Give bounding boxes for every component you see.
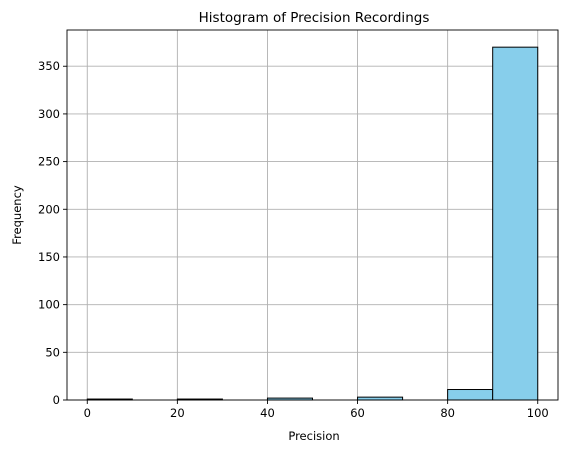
chart-title: Histogram of Precision Recordings	[199, 10, 430, 26]
grid-lines	[67, 30, 558, 401]
histogram-bar	[447, 389, 494, 401]
y-tick-label: 150	[38, 250, 60, 264]
y-axis-label: Frequency	[10, 185, 24, 245]
x-tick-label: 100	[527, 406, 549, 420]
y-tick-label: 200	[38, 202, 60, 216]
x-tick-label: 60	[350, 406, 365, 420]
x-tick-label: 40	[260, 406, 275, 420]
y-axis-ticks: 0 50 100 150 200 250 300 350	[38, 59, 67, 407]
x-tick-label: 0	[84, 406, 91, 420]
y-tick-label: 300	[38, 107, 60, 121]
plot-frame	[66, 29, 559, 401]
x-tick-label: 80	[440, 406, 455, 420]
y-tick-label: 350	[38, 59, 60, 73]
x-tick-label: 20	[170, 406, 185, 420]
y-tick-label: 50	[45, 345, 60, 359]
x-axis-label: Precision	[288, 429, 339, 443]
x-axis-ticks: 0 20 40 60 80 100	[84, 400, 549, 420]
y-tick-label: 0	[53, 393, 60, 407]
histogram-bar	[492, 46, 539, 401]
y-tick-label: 100	[38, 298, 60, 312]
histogram-bars	[86, 46, 539, 401]
y-tick-label: 250	[38, 155, 60, 169]
